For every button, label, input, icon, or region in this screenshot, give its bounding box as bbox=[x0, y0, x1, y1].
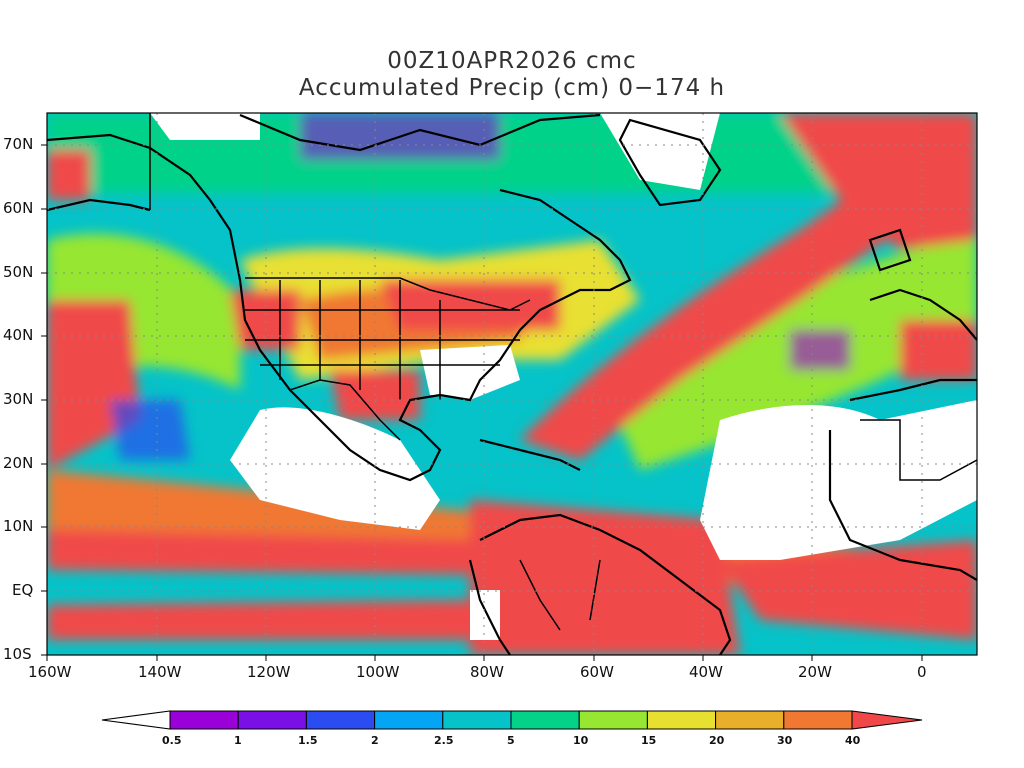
lon-label-0: 0 bbox=[917, 663, 927, 681]
lon-label-60w: 60W bbox=[580, 663, 614, 681]
lat-label-40n: 40N bbox=[3, 326, 34, 344]
coastline-arctic-archipelago bbox=[239, 113, 601, 152]
dry-region-bering bbox=[150, 113, 260, 140]
colorbar-swatch-5 bbox=[442, 710, 512, 730]
colorbar-swatch-10 bbox=[783, 710, 853, 730]
lat-label-60n: 60N bbox=[3, 199, 34, 217]
dry-region-sahara-atlantic bbox=[700, 400, 977, 560]
borders-south-america bbox=[519, 559, 601, 631]
colorbar-swatch-3 bbox=[305, 710, 376, 730]
precip-field bbox=[47, 113, 977, 655]
colorbar-swatch-7 bbox=[578, 710, 648, 730]
lon-label-160w: 160W bbox=[28, 663, 72, 681]
lat-label-10n: 10N bbox=[3, 517, 34, 535]
precip-alaska-coast bbox=[47, 150, 90, 200]
coastline-north-africa bbox=[849, 378, 977, 402]
lon-label-20w: 20W bbox=[798, 663, 832, 681]
colorbar bbox=[101, 710, 923, 730]
colorbar-swatch-2 bbox=[237, 710, 307, 730]
lon-label-80w: 80W bbox=[470, 663, 504, 681]
precip-pacific-low bbox=[110, 400, 190, 460]
lat-label-eq: EQ bbox=[12, 581, 34, 599]
colorbar-swatch-6 bbox=[510, 710, 580, 730]
lat-label-20n: 20N bbox=[3, 454, 34, 472]
coastline-west-africa bbox=[828, 430, 977, 581]
lat-label-70n: 70N bbox=[3, 135, 34, 153]
lat-label-10s: 10S bbox=[3, 645, 32, 663]
colorbar-swatch-1 bbox=[169, 710, 239, 730]
colorbar-label-2: 2 bbox=[371, 734, 379, 747]
colorbar-label-10: 10 bbox=[573, 734, 589, 747]
coastline-north-america bbox=[47, 133, 632, 482]
colorbar-label-2-5: 2.5 bbox=[434, 734, 454, 747]
precip-atlantic-band bbox=[600, 230, 977, 470]
precip-atlantic-itcz bbox=[720, 540, 977, 640]
precip-azores-low bbox=[790, 330, 850, 370]
border-us-canada bbox=[245, 277, 531, 311]
lon-label-140w: 140W bbox=[138, 663, 182, 681]
dry-region-greenland bbox=[600, 113, 720, 190]
dry-region-peru-coast bbox=[470, 590, 500, 640]
coastline-south-america-west bbox=[468, 559, 511, 655]
borders-africa bbox=[860, 419, 977, 481]
precip-itcz-east-pacific bbox=[47, 530, 480, 575]
map-title-line1: 00Z10APR2026 cmc bbox=[387, 48, 637, 74]
colorbar-label-1: 1 bbox=[234, 734, 242, 747]
axis-ticks bbox=[41, 144, 923, 661]
political-borders bbox=[149, 113, 977, 631]
lat-label-30n: 30N bbox=[3, 390, 34, 408]
precip-europe bbox=[900, 320, 977, 380]
borders-us-states-vertical bbox=[279, 280, 441, 400]
precip-south-pacific-band bbox=[47, 600, 480, 640]
colorbar-label-5: 5 bbox=[507, 734, 515, 747]
coastline-alaska-south bbox=[47, 198, 151, 212]
colorbar-swatch-4 bbox=[374, 710, 444, 730]
colorbar-under-arrow bbox=[101, 710, 171, 730]
colorbar-label-0-5: 0.5 bbox=[162, 734, 182, 747]
borders-us-states-horizontal bbox=[245, 309, 520, 366]
border-us-mexico bbox=[289, 379, 401, 441]
gridlines bbox=[47, 113, 977, 655]
map-title-line2: Accumulated Precip (cm) 0−174 h bbox=[298, 75, 726, 101]
coastline-british-isles bbox=[868, 228, 912, 272]
colorbar-over-arrow bbox=[851, 710, 923, 730]
precip-great-lakes bbox=[380, 280, 560, 330]
lon-label-100w: 100W bbox=[356, 663, 400, 681]
coastline-south-america-north bbox=[479, 513, 732, 655]
precip-west-us bbox=[230, 290, 300, 350]
dry-region-southeast-us bbox=[420, 345, 520, 400]
colorbar-swatch-8 bbox=[646, 710, 717, 730]
dry-region-mexico-pacific bbox=[230, 407, 440, 530]
lon-label-40w: 40W bbox=[689, 663, 723, 681]
colorbar-label-15: 15 bbox=[641, 734, 657, 747]
map-frame bbox=[46, 112, 978, 656]
colorbar-swatch-9 bbox=[715, 710, 785, 730]
precip-amazon bbox=[470, 500, 740, 655]
lat-label-50n: 50N bbox=[3, 263, 34, 281]
colorbar-label-40: 40 bbox=[845, 734, 861, 747]
coastline-europe bbox=[869, 288, 977, 341]
colorbar-label-20: 20 bbox=[709, 734, 725, 747]
colorbar-label-1-5: 1.5 bbox=[298, 734, 318, 747]
lon-label-120w: 120W bbox=[247, 663, 291, 681]
precip-north-atlantic bbox=[780, 113, 977, 250]
coastline-caribbean bbox=[479, 438, 581, 471]
colorbar-label-30: 30 bbox=[777, 734, 793, 747]
